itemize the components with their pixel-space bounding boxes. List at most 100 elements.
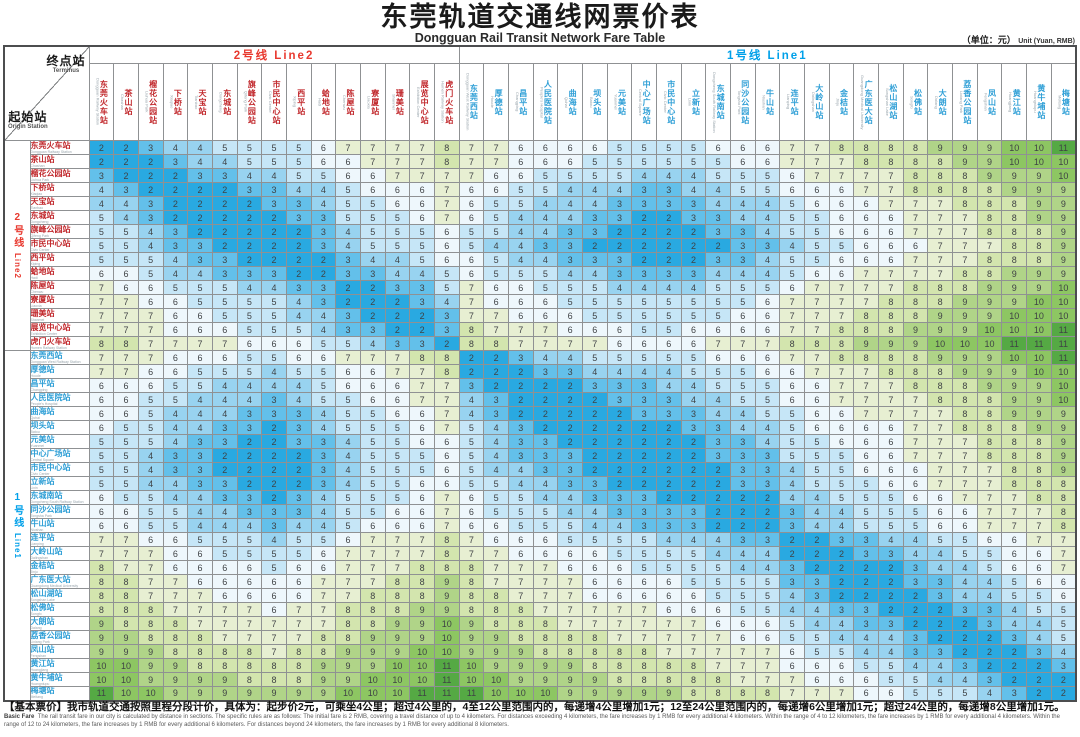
fare-cell: 8 <box>902 308 929 323</box>
fare-cell: 8 <box>878 322 904 337</box>
fare-cell: 9 <box>359 658 386 673</box>
fare-cell: 3 <box>680 420 707 435</box>
fare-cell: 6 <box>88 266 115 281</box>
fare-cell: 2 <box>828 574 855 589</box>
fare-row: 下桥站 Xiaqiao 4 3 2 2 2 2 3 3 4 4 5 6 6 6 7 6 6 5 5 4 4 4 3 3 4 4 5 5 6 6… <box>4 182 1077 197</box>
fare-cell: 7 <box>137 560 164 575</box>
fare-cell: 6 <box>433 434 460 449</box>
col-header-zh: 天宝站 <box>198 88 208 116</box>
fare-cell: 9 <box>310 672 337 687</box>
fare-cell: 8 <box>88 588 115 603</box>
fare-cell: 7 <box>137 574 164 589</box>
fare-cell: 7 <box>211 602 238 617</box>
fare-cell: 3 <box>631 392 657 407</box>
row-header-station: 陈屋站 Chenwu <box>29 280 90 295</box>
fare-cell: 2 <box>1001 644 1028 659</box>
fare-cell: 6 <box>705 322 731 337</box>
fare-cell: 2 <box>828 546 855 561</box>
fare-cell: 4 <box>902 532 929 547</box>
col-header-station: Dongcheng South Railway Station 东城南站 <box>705 63 731 141</box>
fare-cell: 3 <box>409 294 435 309</box>
fare-cell: 9 <box>1026 378 1052 393</box>
fare-cell: 8 <box>606 658 633 673</box>
fare-cell: 7 <box>113 322 139 337</box>
fare-cell: 5 <box>655 350 682 365</box>
fare-cell: 5 <box>261 322 287 337</box>
row-header-station: 天宝站 Tianbao <box>29 196 90 211</box>
fare-cell: 7 <box>458 532 485 547</box>
fare-cell: 7 <box>779 154 805 169</box>
fare-cell: 2 <box>631 252 657 267</box>
fare-cell: 8 <box>1026 448 1052 463</box>
fare-cell: 2 <box>507 392 534 407</box>
fare-cell: 5 <box>236 140 263 155</box>
fare-row: 凤山站 Fengshan 9 9 9 8 8 8 8 7 8 8 9 9 9 10 10 9 9 9 8 8 8 8 8 7 7 7 7… <box>4 644 1077 659</box>
fare-cell: 5 <box>803 252 830 267</box>
fare-cell: 5 <box>581 280 608 295</box>
fare-cell: 4 <box>310 322 337 337</box>
fare-cell: 6 <box>137 280 164 295</box>
fare-cell: 5 <box>137 420 164 435</box>
col-header-inner: Exhibition Center 展览中心站 <box>411 65 434 140</box>
fare-cell: 6 <box>532 140 559 155</box>
fare-cell: 9 <box>927 322 954 337</box>
fare-cell: 7 <box>581 616 608 631</box>
fare-cell: 3 <box>705 224 731 239</box>
fare-cell: 2 <box>878 602 904 617</box>
fare-cell: 10 <box>384 686 411 701</box>
fare-cell: 6 <box>853 434 879 449</box>
fare-cell: 4 <box>310 518 337 533</box>
fare-row: 金桔站 Jinju 8 7 7 6 6 6 6 5 6 6 7 7 7 8 8 8 7 7 7 6 6 6 5 5 5 5 4 4 3 2 2 2… <box>4 560 1077 575</box>
fare-cell: 2 <box>211 462 238 477</box>
fare-cell: 7 <box>803 322 830 337</box>
fare-cell: 4 <box>187 420 213 435</box>
fare-cell: 9 <box>1026 210 1052 225</box>
fare-cell: 9 <box>1026 266 1052 281</box>
fare-cell: 7 <box>803 168 830 183</box>
fare-cell: 7 <box>1050 546 1077 561</box>
fare-cell: 6 <box>878 476 904 491</box>
fare-cell: 4 <box>853 644 879 659</box>
fare-row: 厚德站 Houde 7 7 6 6 5 5 5 4 5 5 6 6 7 7 8 2 2 2 3 3 4 4 4 4 5 5 5 6 6 7 7 7… <box>4 364 1077 379</box>
row-header-en: Dongcheng South Railway Station <box>30 499 84 504</box>
fare-cell: 3 <box>187 476 213 491</box>
fare-cell: 3 <box>729 434 756 449</box>
fare-cell: 7 <box>606 616 633 631</box>
fare-cell: 6 <box>409 182 435 197</box>
fare-cell: 9 <box>952 140 978 155</box>
fare-cell: 4 <box>88 196 115 211</box>
fare-cell: 9 <box>1001 364 1028 379</box>
fare-cell: 5 <box>384 210 411 225</box>
fare-cell: 7 <box>384 168 411 183</box>
fare-cell: 5 <box>409 448 435 463</box>
fare-cell: 7 <box>927 406 954 421</box>
fare-cell: 9 <box>557 672 583 687</box>
fare-cell: 9 <box>927 308 954 323</box>
fare-cell: 7 <box>902 266 929 281</box>
fare-cell: 5 <box>532 266 559 281</box>
fare-cell: 7 <box>606 602 633 617</box>
fare-cell: 2 <box>187 182 213 197</box>
row-header-en: Fengshan <box>30 653 47 658</box>
fare-cell: 3 <box>828 602 855 617</box>
fare-cell: 7 <box>285 630 312 645</box>
fare-cell: 2 <box>236 476 263 491</box>
fare-cell: 3 <box>88 168 115 183</box>
fare-cell: 11 <box>1050 336 1077 351</box>
fare-cell: 8 <box>581 658 608 673</box>
fare-cell: 6 <box>655 602 682 617</box>
col-header-en: Xiping <box>292 96 298 108</box>
fare-cell: 7 <box>853 364 879 379</box>
fare-cell: 6 <box>729 154 756 169</box>
fare-cell: 4 <box>705 392 731 407</box>
footnote-english: Basic Fare The rail transit fare in our … <box>4 714 1076 729</box>
fare-cell: 8 <box>458 560 485 575</box>
fare-cell: 2 <box>631 476 657 491</box>
fare-row: 东城南站 Dongcheng South Railway Station 6 5 5 4 4… <box>4 490 1077 505</box>
col-header-zh: 松山湖站 <box>888 84 898 120</box>
fare-cell: 5 <box>113 490 139 505</box>
fare-cell: 8 <box>952 280 978 295</box>
fare-cell: 5 <box>236 154 263 169</box>
terminus-en: Terminus <box>52 67 80 74</box>
col-header-inner: Tongsha Park 同沙公园站 <box>731 65 754 140</box>
